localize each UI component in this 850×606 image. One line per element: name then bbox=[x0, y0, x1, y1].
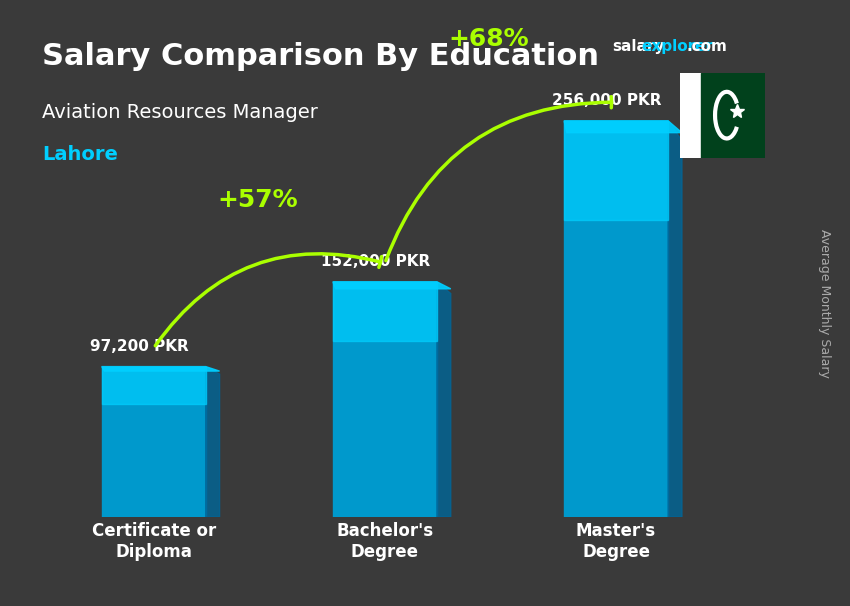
Text: +57%: +57% bbox=[218, 188, 298, 212]
Text: 256,000 PKR: 256,000 PKR bbox=[552, 93, 662, 108]
Bar bbox=[701, 73, 765, 158]
Bar bbox=[564, 121, 668, 517]
Text: Average Monthly Salary: Average Monthly Salary bbox=[818, 228, 831, 378]
Bar bbox=[333, 282, 437, 517]
Bar bbox=[333, 282, 437, 341]
Bar bbox=[564, 121, 668, 220]
Polygon shape bbox=[333, 282, 450, 289]
Text: Salary Comparison By Education: Salary Comparison By Education bbox=[42, 42, 599, 72]
Text: .com: .com bbox=[687, 39, 728, 55]
Polygon shape bbox=[668, 121, 682, 517]
Bar bbox=[102, 367, 206, 404]
Polygon shape bbox=[206, 367, 219, 517]
Text: Lahore: Lahore bbox=[42, 145, 118, 164]
Text: Aviation Resources Manager: Aviation Resources Manager bbox=[42, 103, 319, 122]
Bar bbox=[102, 367, 206, 517]
Text: salary: salary bbox=[612, 39, 665, 55]
Polygon shape bbox=[437, 282, 451, 517]
Polygon shape bbox=[564, 121, 682, 133]
Text: explorer: explorer bbox=[642, 39, 714, 55]
Polygon shape bbox=[102, 367, 219, 371]
Text: 152,000 PKR: 152,000 PKR bbox=[321, 255, 431, 270]
Text: 97,200 PKR: 97,200 PKR bbox=[90, 339, 189, 354]
Text: +68%: +68% bbox=[449, 27, 530, 51]
